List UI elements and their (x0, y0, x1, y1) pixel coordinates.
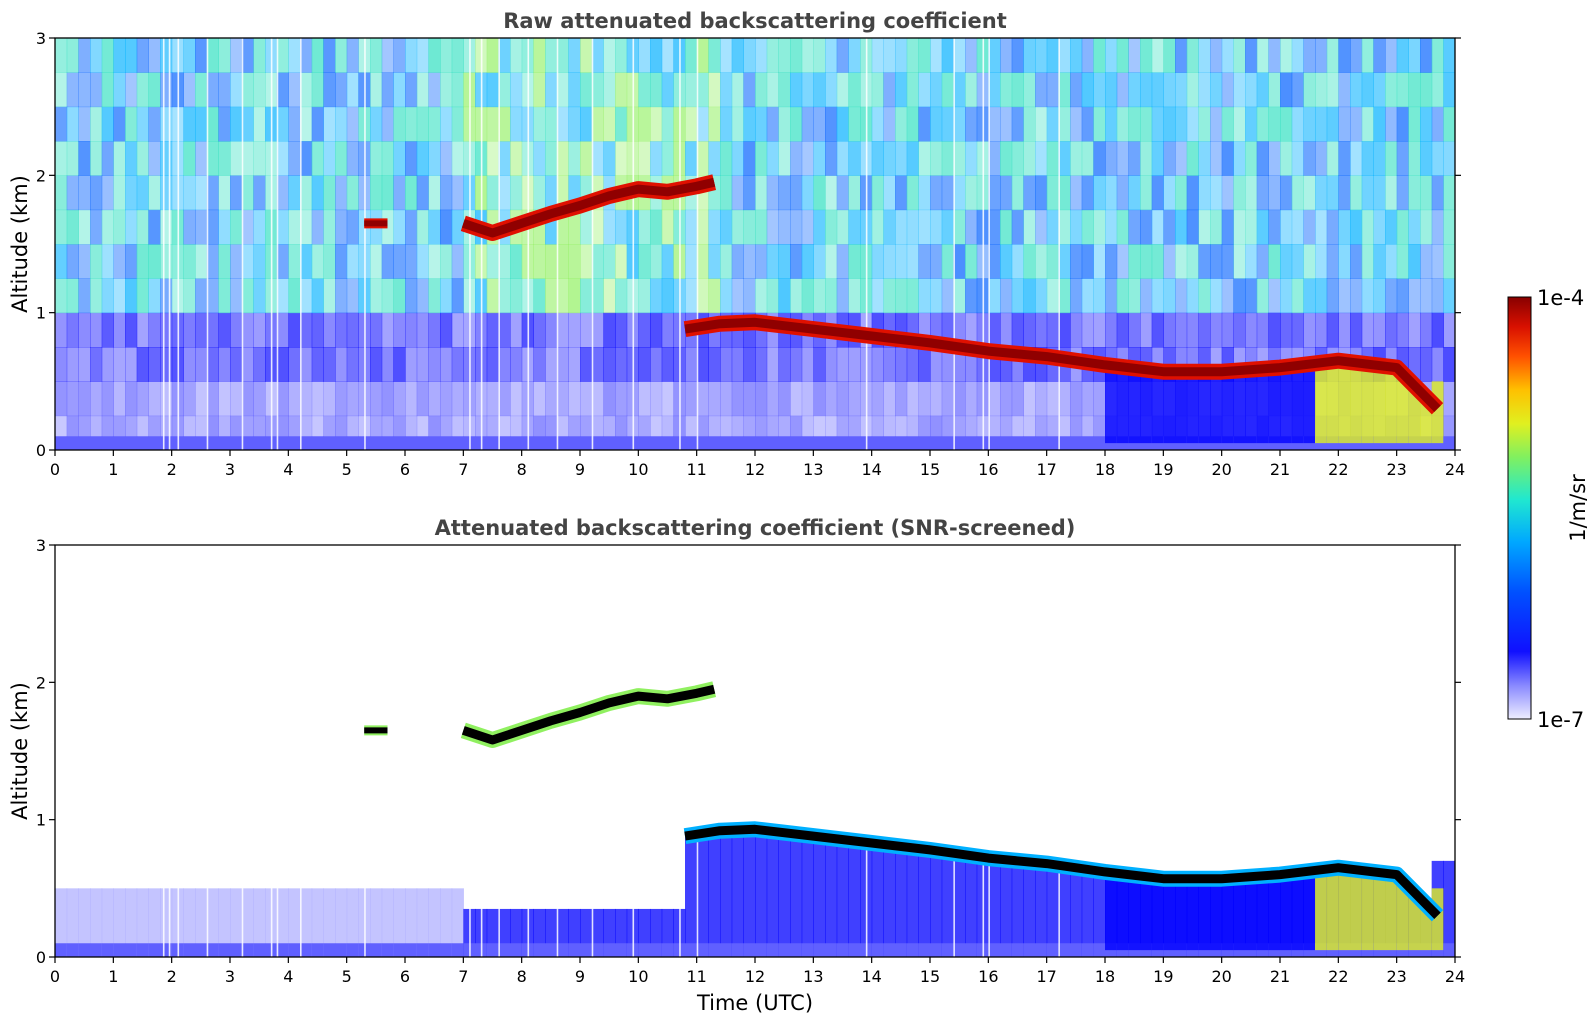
x-tick-label: 16 (978, 967, 998, 986)
colorbar: 1e-4 1e-7 1/m/sr (1507, 286, 1590, 732)
x-tick-label: 5 (342, 967, 352, 986)
y-tick-label: 0 (36, 441, 46, 460)
panel-raw: Raw attenuated backscattering coefficien… (8, 9, 1465, 479)
x-tick-label: 10 (628, 460, 648, 479)
y-tick-label: 1 (36, 304, 46, 323)
panel-screened: Attenuated backscattering coefficient (S… (8, 516, 1465, 1015)
y-ticks: 0 1 2 3 (36, 536, 1461, 967)
x-tick-label: 15 (920, 460, 940, 479)
colorbar-max-label: 1e-4 (1537, 286, 1584, 310)
x-tick-label: 9 (575, 460, 585, 479)
x-tick-label: 21 (1270, 967, 1290, 986)
y-axis-label: Altitude (km) (8, 682, 32, 820)
x-tick-label: 24 (1445, 967, 1465, 986)
cloud-layers (364, 681, 1444, 922)
cloud-layers (364, 174, 1444, 415)
x-tick-label: 10 (628, 967, 648, 986)
y-tick-label: 1 (36, 811, 46, 830)
x-tick-label: 13 (803, 967, 823, 986)
x-tick-label: 16 (978, 460, 998, 479)
x-tick-label: 17 (1036, 460, 1056, 479)
y-tick-label: 2 (36, 166, 46, 185)
x-tick-label: 12 (745, 460, 765, 479)
x-tick-label: 23 (1386, 967, 1406, 986)
x-tick-label: 24 (1445, 460, 1465, 479)
x-tick-label: 11 (686, 967, 706, 986)
x-tick-label: 21 (1270, 460, 1290, 479)
x-tick-label: 0 (50, 967, 60, 986)
x-tick-label: 1 (108, 967, 118, 986)
x-tick-label: 8 (517, 460, 527, 479)
x-tick-label: 1 (108, 460, 118, 479)
x-ticks: 0 1 2 3 4 5 6 7 8 9 10 11 12 13 14 15 16 17 18 19 20 21 22 23 24 (50, 957, 1465, 986)
heatmap-area (55, 545, 1455, 957)
x-tick-label: 18 (1095, 967, 1115, 986)
x-tick-label: 22 (1328, 460, 1348, 479)
x-tick-label: 7 (458, 460, 468, 479)
x-tick-label: 19 (1153, 967, 1173, 986)
x-tick-label: 3 (225, 967, 235, 986)
panel-title: Raw attenuated backscattering coefficien… (503, 9, 1007, 33)
x-tick-label: 18 (1095, 460, 1115, 479)
y-tick-label: 0 (36, 948, 46, 967)
x-tick-label: 14 (861, 967, 881, 986)
x-tick-label: 2 (167, 967, 177, 986)
x-tick-label: 9 (575, 967, 585, 986)
x-axis-label: Time (UTC) (696, 991, 813, 1015)
x-tick-label: 6 (400, 460, 410, 479)
x-tick-label: 4 (283, 967, 293, 986)
y-tick-label: 3 (36, 536, 46, 555)
x-tick-label: 20 (1211, 967, 1231, 986)
backscatter-field (55, 829, 1455, 957)
y-ticks: 0 1 2 3 (36, 29, 1461, 460)
x-ticks: 0 1 2 3 4 5 6 7 8 9 10 11 12 13 14 15 16 17 18 19 20 21 22 23 24 (50, 450, 1465, 479)
x-tick-label: 5 (342, 460, 352, 479)
x-tick-label: 20 (1211, 460, 1231, 479)
panel-title: Attenuated backscattering coefficient (S… (435, 516, 1076, 540)
x-tick-label: 7 (458, 967, 468, 986)
x-tick-label: 3 (225, 460, 235, 479)
x-tick-label: 19 (1153, 460, 1173, 479)
x-tick-label: 22 (1328, 967, 1348, 986)
y-tick-label: 3 (36, 29, 46, 48)
x-tick-label: 15 (920, 967, 940, 986)
cloud-layer-core (461, 684, 716, 745)
x-tick-label: 12 (745, 967, 765, 986)
cloud-layer-core (684, 824, 1441, 919)
backscatter-field (55, 38, 1455, 450)
x-tick-label: 14 (861, 460, 881, 479)
colorbar-min-label: 1e-7 (1537, 708, 1584, 732)
colorbar-unit-label: 1/m/sr (1566, 474, 1590, 542)
x-tick-label: 17 (1036, 967, 1056, 986)
x-tick-label: 8 (517, 967, 527, 986)
cloud-layer-core (684, 317, 1441, 412)
y-tick-label: 2 (36, 673, 46, 692)
x-tick-label: 2 (167, 460, 177, 479)
x-tick-label: 4 (283, 460, 293, 479)
x-tick-label: 13 (803, 460, 823, 479)
x-tick-label: 6 (400, 967, 410, 986)
x-tick-label: 11 (686, 460, 706, 479)
y-axis-label: Altitude (km) (8, 175, 32, 313)
x-tick-label: 23 (1386, 460, 1406, 479)
cloud-layer-core (461, 177, 716, 238)
heatmap-area (55, 38, 1455, 450)
missing-profile-streaks (162, 545, 1060, 957)
colorbar-gradient (1507, 296, 1532, 720)
missing-profile-streaks (162, 38, 1060, 450)
x-tick-label: 0 (50, 460, 60, 479)
